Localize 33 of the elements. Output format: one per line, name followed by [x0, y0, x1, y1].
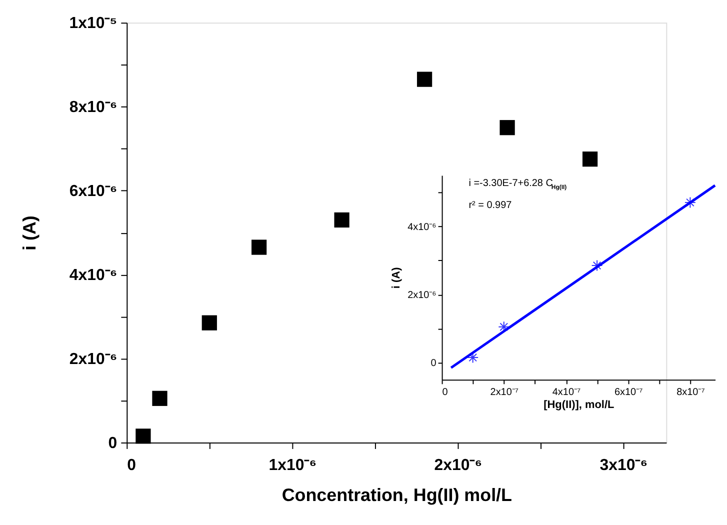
y-tick-label: 0 — [430, 358, 437, 370]
point — [136, 428, 151, 444]
point — [591, 260, 603, 272]
x-tick-label: 6x10⁻⁷ — [614, 387, 644, 398]
y-tick-label: 8x10⁻⁶ — [69, 99, 118, 116]
x-tick-label: 8x10⁻⁷ — [676, 387, 706, 398]
y-tick-label: 0 — [108, 434, 118, 452]
point — [684, 196, 696, 208]
y-tick-label: 2x10⁻⁶ — [408, 290, 436, 301]
y-tick-label: 4x10⁻⁶ — [69, 267, 118, 284]
y-axis-title: i (A) — [19, 216, 40, 250]
y-tick-label: 1x10⁻⁵ — [69, 15, 118, 32]
y-tick-label: 4x10⁻⁶ — [408, 222, 436, 233]
y-tick-label: 2x10⁻⁶ — [69, 351, 118, 368]
x-axis-title: Concentration, Hg(II) mol/L — [282, 484, 512, 505]
point — [334, 212, 350, 228]
x-tick-label: 2x10⁻⁷ — [490, 387, 519, 398]
y-axis-title: i (A) — [390, 266, 403, 289]
x-tick-label: 4x10⁻⁷ — [552, 387, 581, 398]
x-tick-label: 3x10⁻⁶ — [600, 456, 648, 474]
x-tick-label: 0 — [442, 387, 448, 398]
x-tick-label: 2x10⁻⁶ — [434, 456, 482, 474]
x-axis-title: [Hg(II)], mol/L — [544, 399, 614, 412]
y-tick-label: 6x10⁻⁶ — [69, 183, 118, 200]
annotation: r² = 0.997 — [468, 200, 512, 212]
point — [152, 390, 168, 406]
point — [202, 315, 217, 330]
point — [416, 72, 432, 87]
point — [500, 120, 515, 136]
x-tick-label: 1x10⁻⁶ — [268, 456, 317, 474]
point — [251, 240, 267, 255]
x-tick-label: 0 — [127, 456, 136, 474]
point — [582, 152, 598, 167]
